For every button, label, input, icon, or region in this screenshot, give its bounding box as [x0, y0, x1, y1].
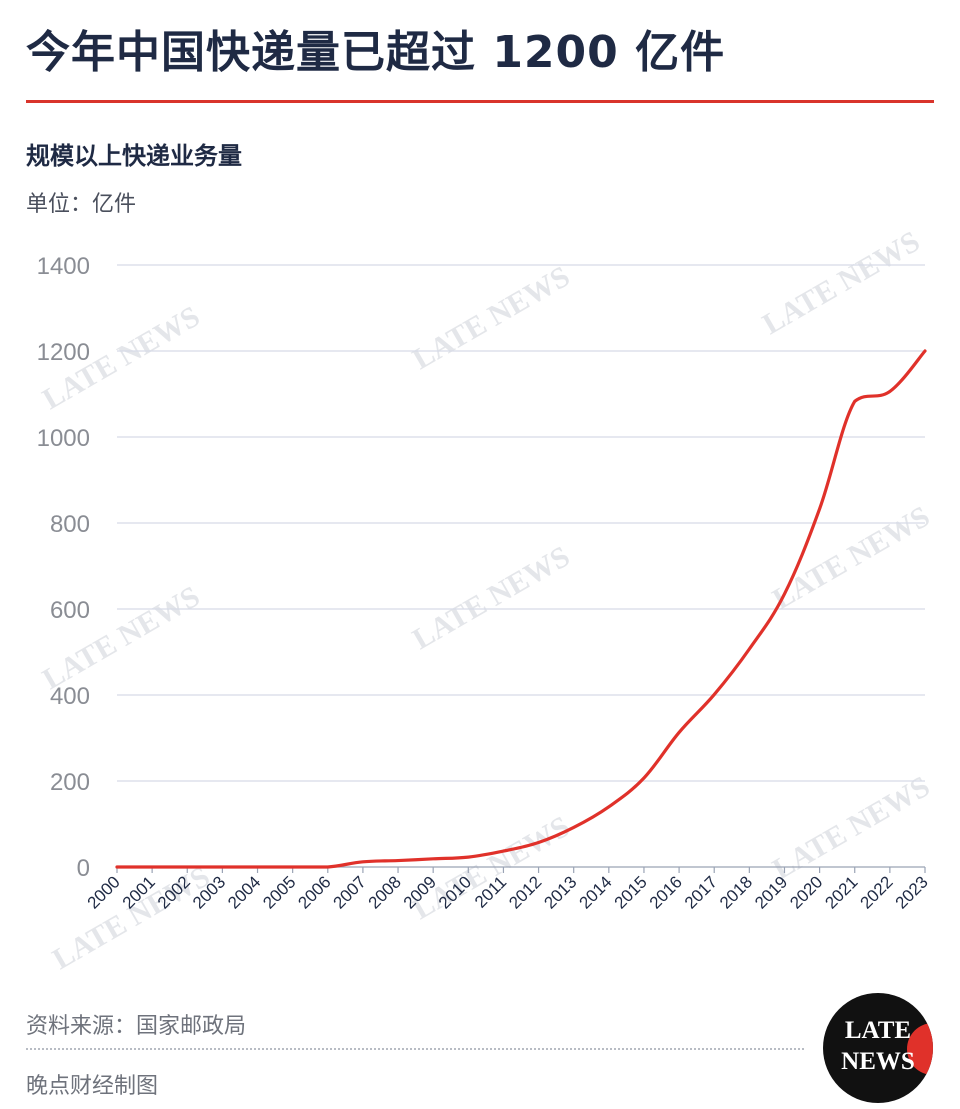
- late-news-logo: LATE NEWS: [823, 993, 933, 1103]
- watermark-text: LATE NEWS: [767, 500, 935, 616]
- data-point: [818, 507, 822, 511]
- logo-line1: LATE: [844, 1017, 912, 1044]
- x-tick-label: 2018: [716, 872, 756, 912]
- x-tick-label: 2022: [857, 872, 897, 912]
- y-tick-label: 800: [50, 511, 90, 538]
- data-point: [291, 865, 295, 869]
- data-point: [501, 849, 505, 853]
- data-point: [396, 859, 400, 863]
- y-tick-label: 1000: [37, 425, 90, 452]
- x-tick-label: 2021: [821, 872, 861, 912]
- watermark-text: LATE NEWS: [407, 260, 575, 376]
- x-tick-label: 2014: [575, 872, 615, 912]
- y-tick-label: 0: [77, 855, 90, 882]
- x-tick-label: 2007: [330, 872, 370, 912]
- y-tick-label: 200: [50, 769, 90, 796]
- x-tick-label: 2016: [646, 872, 686, 912]
- gridlines: [117, 264, 925, 868]
- x-tick-label: 2008: [365, 872, 405, 912]
- data-point: [572, 825, 576, 829]
- watermark-text: LATE NEWS: [767, 770, 935, 886]
- data-point: [537, 840, 541, 844]
- chart-subtitle: 规模以上快递业务量: [26, 142, 242, 170]
- data-point: [326, 865, 330, 869]
- watermark-text: LATE NEWS: [47, 860, 215, 970]
- data-point: [677, 730, 681, 734]
- watermark-text: LATE NEWS: [407, 540, 575, 656]
- title-divider: [26, 100, 934, 103]
- y-tick-label: 400: [50, 683, 90, 710]
- x-tick-label: 2013: [540, 872, 580, 912]
- credit-note: 晚点财经制图: [26, 1074, 159, 1099]
- data-point: [782, 592, 786, 596]
- data-point: [853, 399, 857, 403]
- chart-title: 今年中国快递量已超过 1200 亿件: [26, 27, 726, 78]
- x-tick-label: 2006: [294, 872, 334, 912]
- x-tick-label: 2004: [224, 872, 264, 912]
- data-point: [923, 349, 927, 353]
- logo-line2: NEWS: [841, 1048, 915, 1075]
- dotted-divider: [26, 1048, 804, 1050]
- y-tick-label: 1400: [37, 253, 90, 280]
- x-tick-label: 2023: [892, 872, 932, 912]
- x-tick-label: 2012: [505, 872, 545, 912]
- data-point: [466, 855, 470, 859]
- series-line: [115, 349, 927, 869]
- y-tick-label: 1200: [37, 339, 90, 366]
- data-point: [220, 865, 224, 869]
- data-point: [747, 647, 751, 651]
- unit-label: 单位：亿件: [26, 192, 137, 217]
- source-note: 资料来源：国家邮政局: [26, 1014, 247, 1039]
- line-chart: LATE NEWS LATE NEWS LATE NEWS LATE NEWS LATE…: [37, 230, 936, 970]
- data-point: [712, 693, 716, 697]
- watermark-layer: LATE NEWS LATE NEWS LATE NEWS LATE NEWS LATE…: [37, 230, 935, 970]
- x-tick-label: 2017: [681, 872, 721, 912]
- data-point: [361, 860, 365, 864]
- y-tick-label: 600: [50, 597, 90, 624]
- data-point: [431, 857, 435, 861]
- y-axis-ticks: 0 200 400 600 800 1000 1200 1400: [37, 253, 90, 882]
- data-point: [185, 865, 189, 869]
- data-point: [150, 865, 154, 869]
- x-tick-label: 2005: [259, 872, 299, 912]
- watermark-text: LATE NEWS: [757, 230, 925, 341]
- data-point: [115, 865, 119, 869]
- data-point: [256, 865, 260, 869]
- data-point: [642, 776, 646, 780]
- x-tick-label: 2015: [611, 872, 651, 912]
- data-point: [607, 805, 611, 809]
- data-point: [888, 389, 892, 393]
